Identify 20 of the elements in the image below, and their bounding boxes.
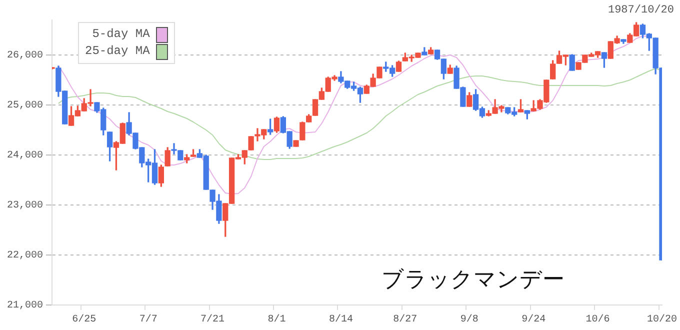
chart-title: 1987/10/20 [608, 4, 674, 16]
y-tick-label: 22,000 [6, 250, 44, 262]
x-tick-label: 8/27 [393, 314, 418, 326]
x-tick-label: 10/20 [646, 314, 678, 326]
y-tick-label: 26,000 [6, 50, 44, 62]
y-tick-label: 23,000 [6, 200, 44, 212]
x-tick-label: 6/25 [72, 314, 96, 326]
x-tick-label: 8/1 [268, 314, 286, 326]
x-tick-label: 7/7 [139, 314, 158, 326]
x-tick-label: 10/6 [586, 314, 610, 326]
y-tick-label: 21,000 [6, 300, 44, 312]
x-tick-label: 8/14 [328, 314, 353, 326]
y-tick-label: 24,000 [6, 150, 44, 162]
legend-label: 5-day MA [92, 26, 150, 43]
y-tick-label: 25,000 [6, 100, 44, 112]
x-tick-label: 7/21 [200, 314, 225, 326]
x-tick-label: 9/8 [460, 314, 478, 326]
legend-label: 25-day MA [85, 43, 150, 60]
annotation: ブラックマンデー [381, 268, 564, 293]
x-tick-label: 9/24 [522, 314, 546, 326]
